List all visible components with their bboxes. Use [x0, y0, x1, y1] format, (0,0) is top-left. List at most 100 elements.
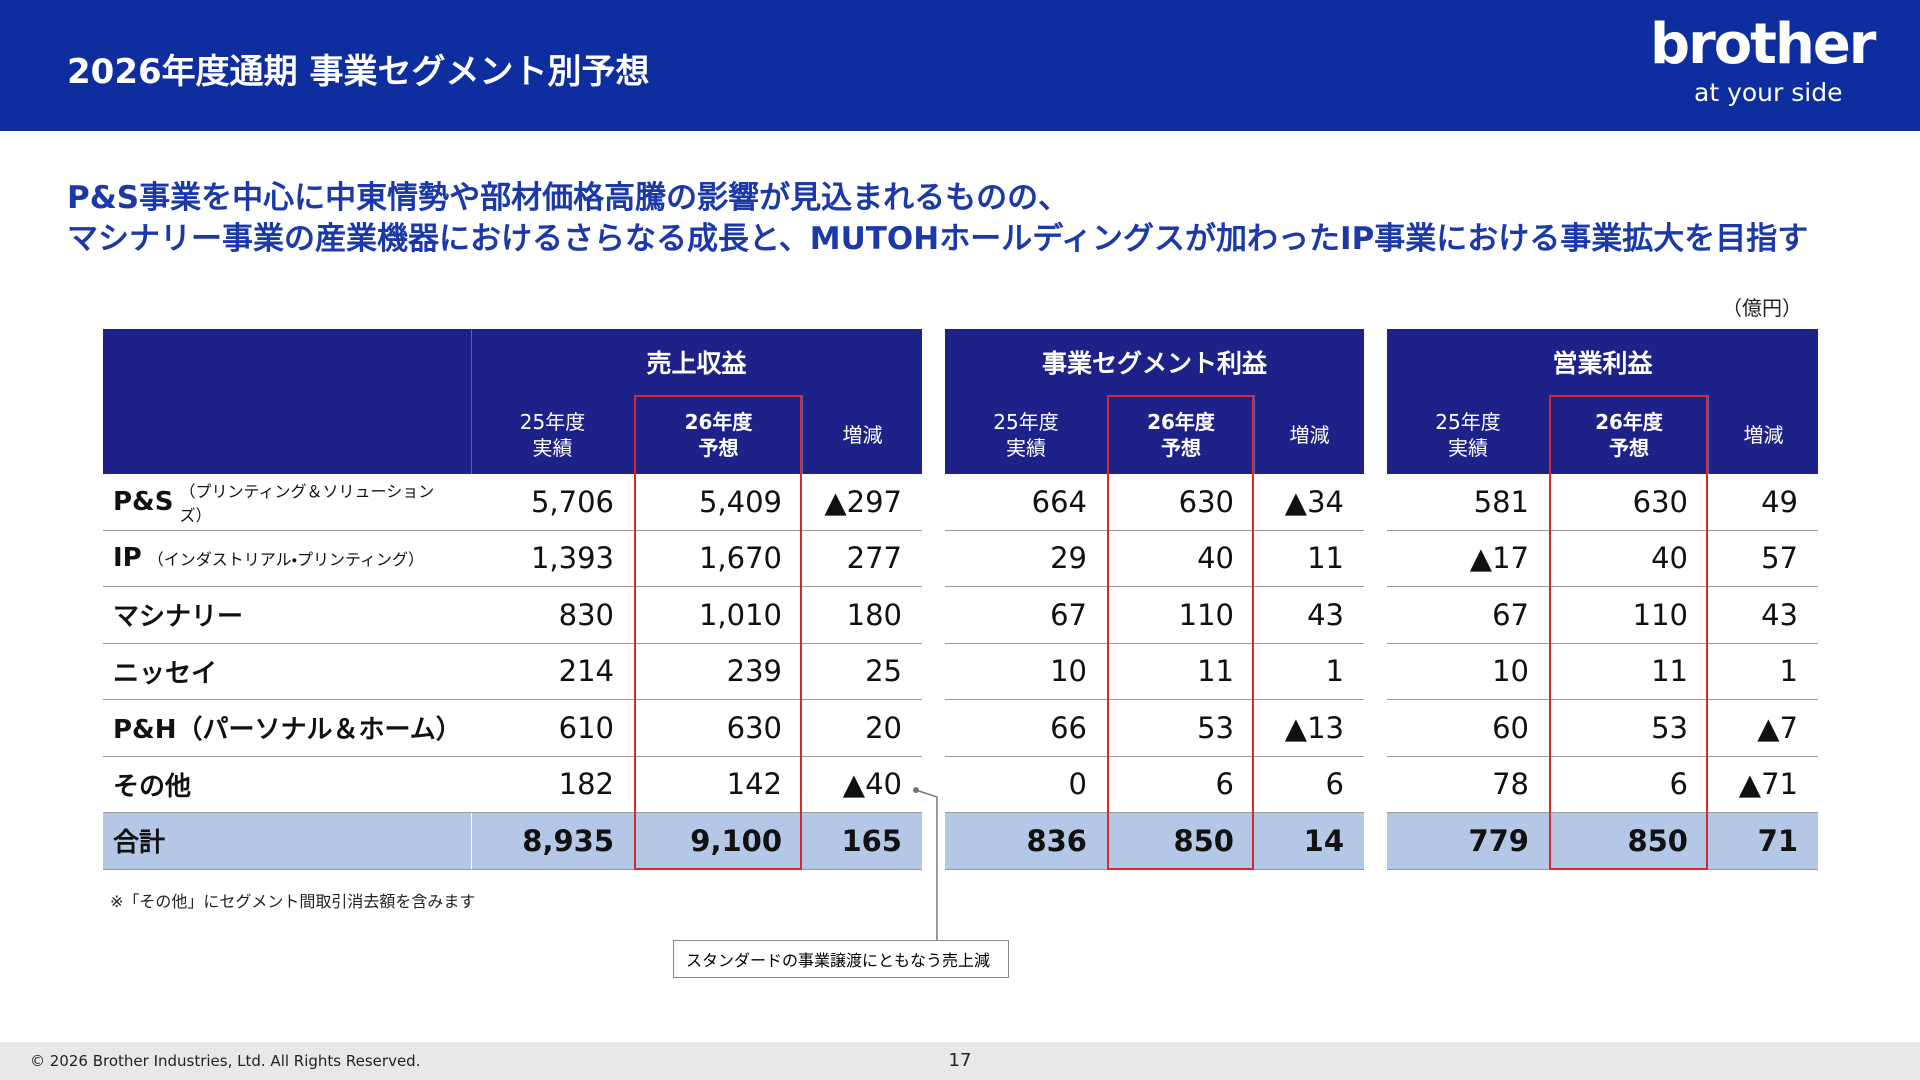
cell-text: 836: [1026, 823, 1087, 858]
cell-text: 5,706: [530, 484, 614, 519]
cell-text: 10: [1492, 654, 1529, 689]
table-cell: 277: [802, 531, 922, 587]
column-header-text: 実績: [1448, 435, 1488, 460]
cell-text: 53: [1197, 710, 1234, 745]
row-note: （プリンティング＆ソリューションズ）: [179, 481, 435, 525]
table-cell: 830: [471, 587, 634, 644]
table-cell: 182: [471, 757, 634, 813]
table-cell: ▲17: [1387, 531, 1549, 587]
table-cell: 43: [1254, 587, 1364, 644]
cell-text: ▲17: [1469, 541, 1529, 576]
table-cell: 165: [802, 813, 922, 870]
group-title: 事業セグメント利益: [1041, 349, 1267, 378]
cell-text: 57: [1761, 541, 1798, 576]
table-cell: 110: [1549, 587, 1708, 644]
table-cell: 57: [1708, 531, 1818, 587]
table-cell: 8,935: [471, 813, 634, 870]
cell-text: 11: [1197, 654, 1234, 689]
cell-text: 664: [1031, 484, 1087, 519]
group-header: 営業利益: [1387, 329, 1818, 395]
table-cell: 581: [1387, 474, 1549, 531]
cell-text: 9,100: [690, 823, 782, 858]
row-label-text: その他: [113, 771, 192, 802]
table-cell: 836: [945, 813, 1107, 870]
column-header-text: 増減: [1743, 422, 1784, 447]
cell-text: 40: [1651, 541, 1688, 576]
column-header-text: 予想: [698, 435, 739, 460]
table-cell: 25: [802, 644, 922, 700]
cell-text: 43: [1761, 597, 1798, 632]
cell-text: ▲13: [1284, 710, 1344, 745]
title: 2026年度通期 事業セグメント別予想: [67, 52, 650, 92]
table-cell: 10: [1387, 644, 1549, 700]
table-cell: ▲34: [1254, 474, 1364, 531]
table-cell: 214: [471, 644, 634, 700]
row-label-text: IP: [113, 543, 142, 574]
row-label-text: P&H（パーソナル＆ホーム）: [113, 715, 462, 746]
row-label: マシナリー: [103, 587, 471, 644]
callout: スタンダードの事業譲渡にともなう売上減: [673, 940, 1009, 978]
cell-text: 29: [1050, 541, 1087, 576]
column-header-text: 26年度: [1595, 409, 1663, 434]
column-header: 26年度 予想: [1549, 395, 1708, 474]
column-header-text: 予想: [1161, 435, 1201, 460]
cell-text: 630: [1178, 484, 1234, 519]
column-header-text: 26年度: [684, 409, 753, 434]
group-title: 営業利益: [1552, 349, 1653, 378]
cell-text: 630: [726, 710, 782, 745]
cell-text: 214: [558, 654, 614, 689]
cell-text: 71: [1757, 823, 1798, 858]
table-cell: ▲71: [1708, 757, 1818, 813]
cell-text: 239: [726, 654, 782, 689]
table-cell: 40: [1107, 531, 1254, 587]
column-header: 増減: [802, 395, 922, 474]
cell-text: 1: [1325, 654, 1344, 689]
cell-text: 40: [1197, 541, 1234, 576]
table-cell: 43: [1708, 587, 1818, 644]
cell-text: 110: [1178, 597, 1234, 632]
cell-text: 10: [1050, 654, 1087, 689]
header-divider: [471, 329, 472, 474]
column-header-text: 25年度: [1435, 409, 1501, 434]
cell-text: 67: [1050, 597, 1087, 632]
table-cell: 850: [1549, 813, 1708, 870]
cell-text: 180: [846, 597, 902, 632]
table-cell: ▲13: [1254, 700, 1364, 757]
cell-text: 14: [1303, 823, 1344, 858]
table-cell: 20: [802, 700, 922, 757]
headline: P&S事業を中心に中東情勢や部材価格高騰の影響が見込まれるものの、: [67, 180, 1070, 216]
column-header: 25年度 実績: [945, 395, 1107, 474]
cell-text: 25: [865, 654, 902, 689]
table-cell: 664: [945, 474, 1107, 531]
cell-text: 142: [726, 767, 782, 802]
table-cell: 67: [945, 587, 1107, 644]
cell-text: 49: [1761, 484, 1798, 519]
table-cell: 1,010: [634, 587, 802, 644]
table-cell: 40: [1549, 531, 1708, 587]
cell-text: ▲34: [1284, 484, 1344, 519]
table-cell: 180: [802, 587, 922, 644]
row-label-text: マシナリー: [113, 602, 244, 633]
table-cell: ▲40: [802, 757, 922, 813]
cell-text: 1,010: [698, 597, 782, 632]
cell-text: 165: [841, 823, 902, 858]
cell-text: 11: [1307, 541, 1344, 576]
logo: brother: [1650, 12, 1876, 77]
row-note: （インダストリアル・プリンティング）: [147, 550, 425, 570]
cell-text: 610: [558, 710, 614, 745]
table-cell: 11: [1549, 644, 1708, 700]
column-header: 増減: [1254, 395, 1364, 474]
footer-bar: [0, 1042, 1920, 1080]
cell-text: 43: [1307, 597, 1344, 632]
table-cell: 6: [1549, 757, 1708, 813]
table-cell: ▲7: [1708, 700, 1818, 757]
forecast-highlight: [634, 395, 802, 870]
headline: マシナリー事業の産業機器におけるさらなる成長と、MUTOHホールディングスが加わ…: [67, 221, 1809, 257]
group-title: 売上収益: [646, 349, 747, 378]
table-cell: 11: [1107, 644, 1254, 700]
column-header-text: 25年度: [519, 409, 586, 434]
table-cell: 630: [634, 700, 802, 757]
table-cell: 610: [471, 700, 634, 757]
table-cell: 0: [945, 757, 1107, 813]
table-cell: 6: [1254, 757, 1364, 813]
